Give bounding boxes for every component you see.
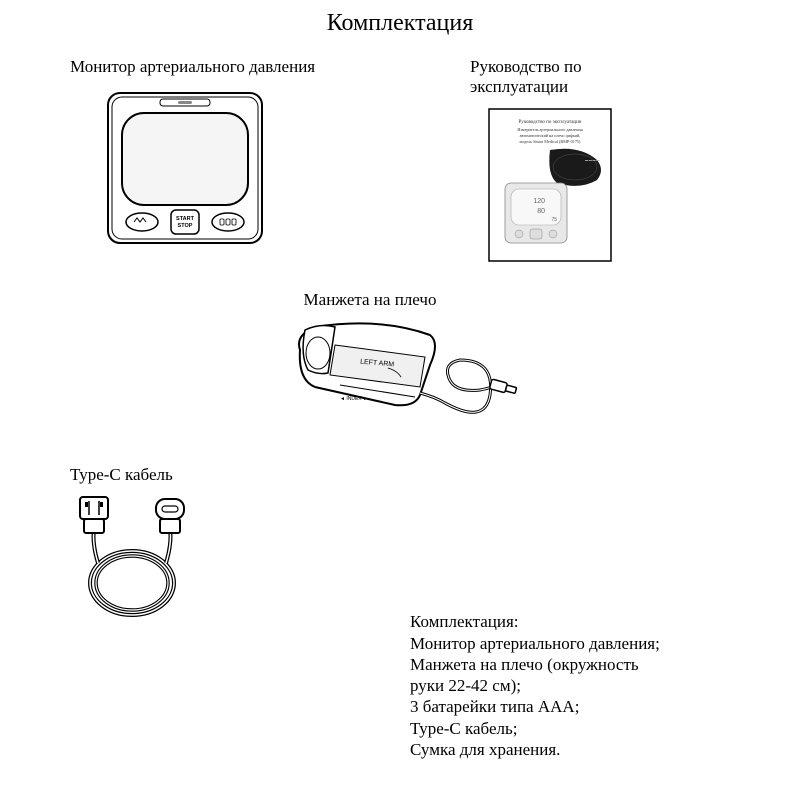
summary-line: Сумка для хранения.: [410, 739, 700, 760]
manual-label: Руководство по эксплуатации: [470, 57, 730, 97]
cuff-icon: LEFT ARM ◄ INDEX ►: [270, 315, 530, 455]
summary-line: Монитор артериального давления;: [410, 633, 700, 654]
svg-text:75: 75: [551, 217, 557, 223]
summary-line: Type-C кабель;: [410, 718, 700, 739]
cuff-item: Манжета на плечо LEFT ARM ◄ INDEX ►: [0, 290, 800, 455]
summary-heading: Комплектация:: [410, 611, 700, 632]
manual-icon: Руководство по эксплуатации Измеритель а…: [485, 105, 615, 265]
summary-list: Комплектация: Монитор артериального давл…: [410, 611, 700, 760]
svg-text:80: 80: [537, 208, 545, 215]
cuff-label: Манжета на плечо: [304, 290, 437, 310]
summary-line: руки 22-42 см);: [410, 675, 700, 696]
cable-icon: [70, 493, 205, 623]
summary-line: 3 батарейки типа AAA;: [410, 696, 700, 717]
svg-text:STOP: STOP: [178, 223, 193, 229]
monitor-label: Монитор артериального давления: [70, 57, 390, 77]
monitor-item: Монитор артериального давления START STO…: [70, 57, 390, 270]
svg-text:▬ ▬ ▬ ▬: ▬ ▬ ▬ ▬: [585, 158, 599, 162]
cable-label: Type-C кабель: [70, 465, 800, 485]
svg-text:120: 120: [533, 198, 545, 205]
svg-text:◄ INDEX ►: ◄ INDEX ►: [340, 396, 368, 402]
monitor-icon: START STOP: [100, 85, 270, 250]
svg-text:START: START: [176, 216, 195, 222]
svg-text:Руководство по эксплуатации: Руководство по эксплуатации: [519, 120, 582, 125]
page-title: Комплектация: [0, 0, 800, 57]
top-row: Монитор артериального давления START STO…: [0, 57, 800, 270]
svg-text:модель Smart Medical (BMP-0175: модель Smart Medical (BMP-0175): [520, 139, 581, 144]
manual-item: Руководство по эксплуатации Руководство …: [470, 57, 730, 270]
svg-text:Измеритель артериального давле: Измеритель артериального давления: [517, 127, 582, 132]
cable-item: Type-C кабель: [0, 465, 800, 628]
summary-line: Манжета на плечо (окружность: [410, 654, 700, 675]
